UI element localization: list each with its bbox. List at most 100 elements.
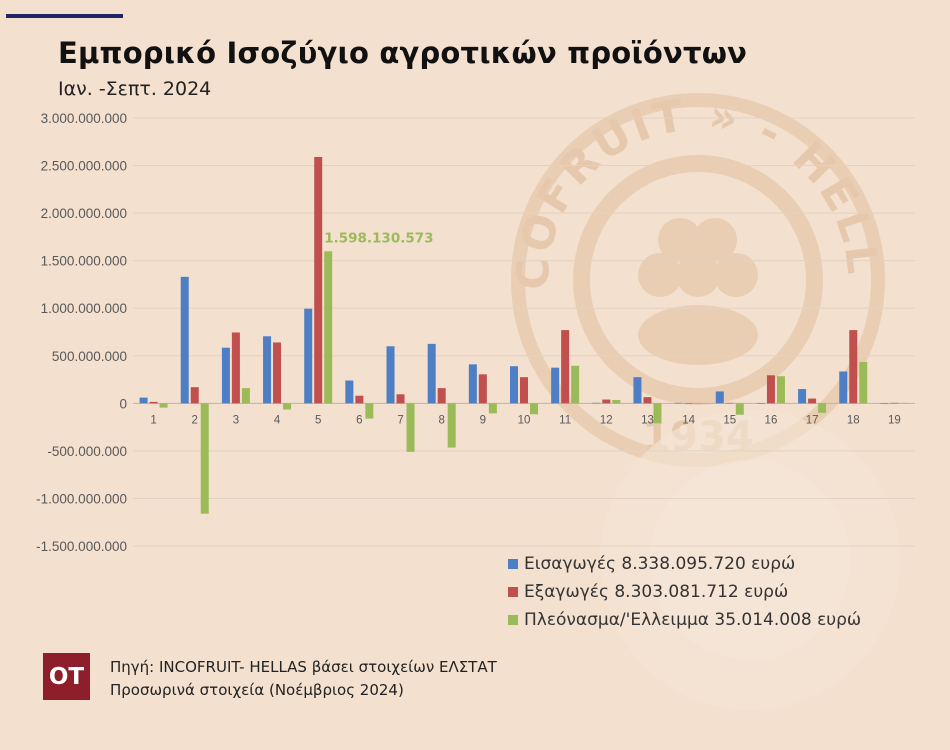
bar-s0-c18 [839,371,848,404]
x-tick-label: 2 [192,414,198,426]
bar-s1-c13 [643,397,652,404]
bar-s0-c13 [633,377,642,404]
y-tick-label: 1.000.000.000 [41,301,127,316]
bar-s2-c2 [200,403,209,514]
x-tick-label: 8 [438,414,444,426]
y-tick-label: 1.500.000.000 [41,254,127,269]
bar-s2-c4 [283,403,292,410]
x-tick-label: 19 [888,414,901,426]
bar-s0-c17 [798,389,807,404]
bar-s2-c11 [571,365,580,404]
y-tick-label: 500.000.000 [52,349,127,364]
source-note: Πηγή: INCOFRUIT- HELLAS βάσει στοιχείων … [110,656,497,702]
bar-s2-c12 [612,400,621,404]
bar-s2-c5 [324,251,333,404]
legend-item-exports: Εξαγωγές 8.303.081.712 ευρώ [508,578,861,606]
x-tick-label: 5 [315,414,321,426]
bar-s0-c1 [139,397,148,404]
y-tick-label: -500.000.000 [47,444,127,459]
legend-swatch-balance [508,615,518,625]
legend-swatch-exports [508,587,518,597]
bar-s2-c17 [818,403,827,413]
y-tick-label: 0 [119,396,127,411]
x-axis: 1 2 3 4 5 6 7 8 9 10 11 12 13 14 15 16 17 18 19 [150,414,900,426]
bar-s1-c19 [890,402,899,404]
legend-label-balance: Πλεόνασμα/'Ελλειμμα 35.014.008 ευρώ [524,610,862,630]
x-tick-label: 7 [397,414,403,426]
bar-s0-c2 [180,276,189,404]
x-tick-label: 16 [765,414,778,426]
bar-s1-c6 [355,395,364,404]
chart-bars [139,156,909,514]
legend-label-exports: Εξαγωγές 8.303.081.712 ευρώ [524,582,789,602]
x-tick-label: 15 [723,414,736,426]
bar-s2-c6 [365,403,374,419]
bar-s1-c10 [520,377,528,404]
bar-s0-c5 [304,308,313,404]
y-tick-label: 2.000.000.000 [41,206,127,221]
x-tick-label: 12 [600,414,613,426]
chart-annotations: 1.598.130.573 [324,230,433,246]
bar-s1-c17 [808,398,817,404]
bar-s0-c3 [221,347,230,404]
bar-s0-c15 [715,391,724,404]
x-tick-label: 14 [682,414,695,426]
bar-s1-c16 [766,375,775,404]
page-subtitle: Ιαν. -Σεπτ. 2024 [58,78,212,100]
chart-grid [133,117,915,547]
bar-s2-c9 [488,403,497,414]
legend-label-imports: Εισαγωγές 8.338.095.720 ευρώ [524,554,796,574]
x-tick-label: 9 [480,414,486,426]
bar-s2-c10 [530,403,538,415]
bar-s1-c1 [149,401,158,404]
bar-s2-c16 [776,376,785,404]
header-accent-line [6,14,123,18]
data-label-balance: 1.598.130.573 [324,230,433,246]
x-tick-label: 4 [274,414,281,426]
bar-s0-c19 [880,403,889,404]
chart-legend: Εισαγωγές 8.338.095.720 ευρώ Εξαγωγές 8.… [508,550,861,634]
bar-s0-c4 [263,336,272,404]
bar-s0-c12 [592,402,601,404]
bar-s0-c9 [468,364,477,404]
bar-s2-c14 [694,403,703,404]
bar-s1-c14 [684,403,693,404]
bar-s2-c18 [859,361,868,404]
bar-s2-c8 [447,403,456,448]
bar-s1-c7 [396,394,405,404]
provisional-note: Προσωρινά στοιχεία (Νοέμβριος 2024) [110,681,404,699]
bar-s2-c7 [406,403,415,452]
bar-s1-c11 [561,330,570,404]
bar-s1-c2 [190,387,199,404]
bar-s0-c6 [345,380,354,404]
legend-swatch-imports [508,559,518,569]
legend-item-balance: Πλεόνασμα/'Ελλειμμα 35.014.008 ευρώ [508,606,861,634]
bar-s1-c18 [849,330,858,404]
bar-s1-c4 [273,342,282,404]
x-tick-label: 6 [356,414,362,426]
bar-s1-c9 [478,374,487,404]
bar-s1-c15 [725,402,734,404]
bar-s2-c13 [653,403,662,424]
legend-item-imports: Εισαγωγές 8.338.095.720 ευρώ [508,550,861,578]
y-axis: 3.000.000.000 2.500.000.000 2.000.000.000 1… [36,111,127,554]
x-tick-label: 13 [641,414,654,426]
source-text: Πηγή: INCOFRUIT- HELLAS βάσει στοιχείων … [110,658,497,676]
x-tick-label: 1 [150,414,156,426]
bar-s0-c8 [427,343,436,404]
ot-logo: OT [43,653,90,700]
y-tick-label: 2.500.000.000 [41,159,127,174]
bar-s0-c10 [510,366,518,404]
x-tick-label: 11 [559,414,571,426]
bar-s2-c15 [735,403,744,415]
x-tick-label: 3 [233,414,239,426]
y-tick-label: -1.000.000.000 [36,491,127,506]
y-tick-label: -1.500.000.000 [36,539,127,554]
bar-s1-c5 [314,156,323,404]
bar-s2-c3 [241,388,250,404]
bar-s1-c12 [602,399,611,404]
bar-s2-c19 [900,402,909,404]
bar-s0-c7 [386,346,395,404]
x-tick-label: 18 [847,414,860,426]
